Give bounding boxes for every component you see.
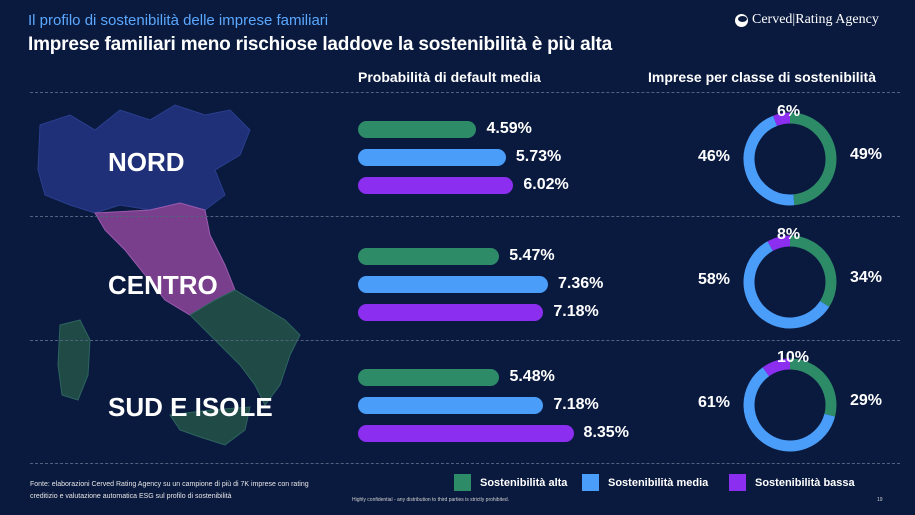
divider [30,463,900,464]
donut-slice [743,115,795,206]
supertitle: Il profilo di sostenibilità delle impres… [28,12,329,29]
cerved-logo: Cerved|Rating Agency [735,12,879,28]
class-donut [743,235,837,329]
legend-swatch-bassa [729,474,746,491]
pd-bar-label: 5.73% [515,148,562,165]
donut-slice [743,367,836,452]
pd-bar [358,121,477,138]
pd-bar-label: 7.18% [553,396,599,413]
divider [30,340,900,341]
pd-bar-label: 7.18% [553,303,599,320]
map-region-sicilia [169,406,251,446]
donut-slice-label: 6% [777,103,801,120]
legend-label-bassa: Sostenibilità bassa [755,476,855,489]
pd-bar-label: 7.36% [558,275,604,292]
pd-bar-label: 4.59% [486,120,532,137]
donut-slice-label: 8% [777,226,801,243]
confidential-note: Highly confidential - any distribution t… [352,497,510,503]
map-region-sardegna [57,319,91,401]
logo-text: Cerved|Rating Agency [752,12,879,27]
pd-bar [358,304,544,321]
pd-bar-label: 6.02% [523,176,569,193]
donut-slice [773,112,791,127]
donut-slice-label: 29% [850,392,883,409]
legend-label-alta: Sostenibilità alta [480,476,568,489]
donut-slice [789,358,837,417]
legend-swatch-alta [454,474,471,491]
italy-map [37,104,301,446]
pd-bar [358,397,544,414]
map-region-sud [189,289,301,406]
class-column-title: Imprese per classe di sostenibilità [648,69,876,85]
donut-slice-label: 46% [698,148,731,165]
pd-bar [358,177,514,194]
legend-item-alta: Sostenibilità alta [454,474,567,491]
page-number: 19 [877,497,883,503]
source-line-2: creditizio e valutazione automatica ESG … [30,493,232,500]
region-label-centro: CENTRO [108,270,218,300]
donut-slice [767,235,791,252]
pd-bar-label: 8.35% [583,424,629,441]
legend-swatch-media [582,474,599,491]
pd-bar [358,276,548,293]
map-region-nord [37,104,251,214]
pd-bar [358,369,500,386]
legend-item-media: Sostenibilità media [582,474,708,491]
pd-bar [358,248,500,265]
donut-slice [789,112,837,206]
class-donut [743,358,837,452]
donut-slice-label: 34% [850,269,883,286]
pd-bar [358,149,506,166]
page-title: Imprese familiari meno rischiose laddove… [28,34,613,55]
donut-slice-label: 58% [698,271,731,288]
divider [30,92,900,93]
legend-item-bassa: Sostenibilità bassa [729,474,855,491]
donut-slice [762,358,791,377]
donut-slice-label: 49% [850,146,883,163]
source-note: Fonte: elaborazioni Cerved Rating Agency… [30,479,330,503]
logo-icon [735,13,748,27]
pd-bar-label: 5.47% [509,247,555,264]
donut-slice [789,235,837,307]
legend-label-media: Sostenibilità media [608,476,709,489]
donut-slice [743,241,830,329]
pd-bar-label: 5.48% [509,368,555,385]
pd-column-title: Probabilità di default media [358,69,541,85]
region-label-nord: NORD [108,147,185,177]
pd-bar [358,425,574,442]
donut-slice-label: 61% [698,394,731,411]
class-donut [743,112,837,206]
region-label-sud: SUD E ISOLE [108,392,273,422]
source-line-1: Fonte: elaborazioni Cerved Rating Agency… [30,481,309,488]
donut-slice-label: 10% [777,349,810,366]
divider [30,216,900,217]
